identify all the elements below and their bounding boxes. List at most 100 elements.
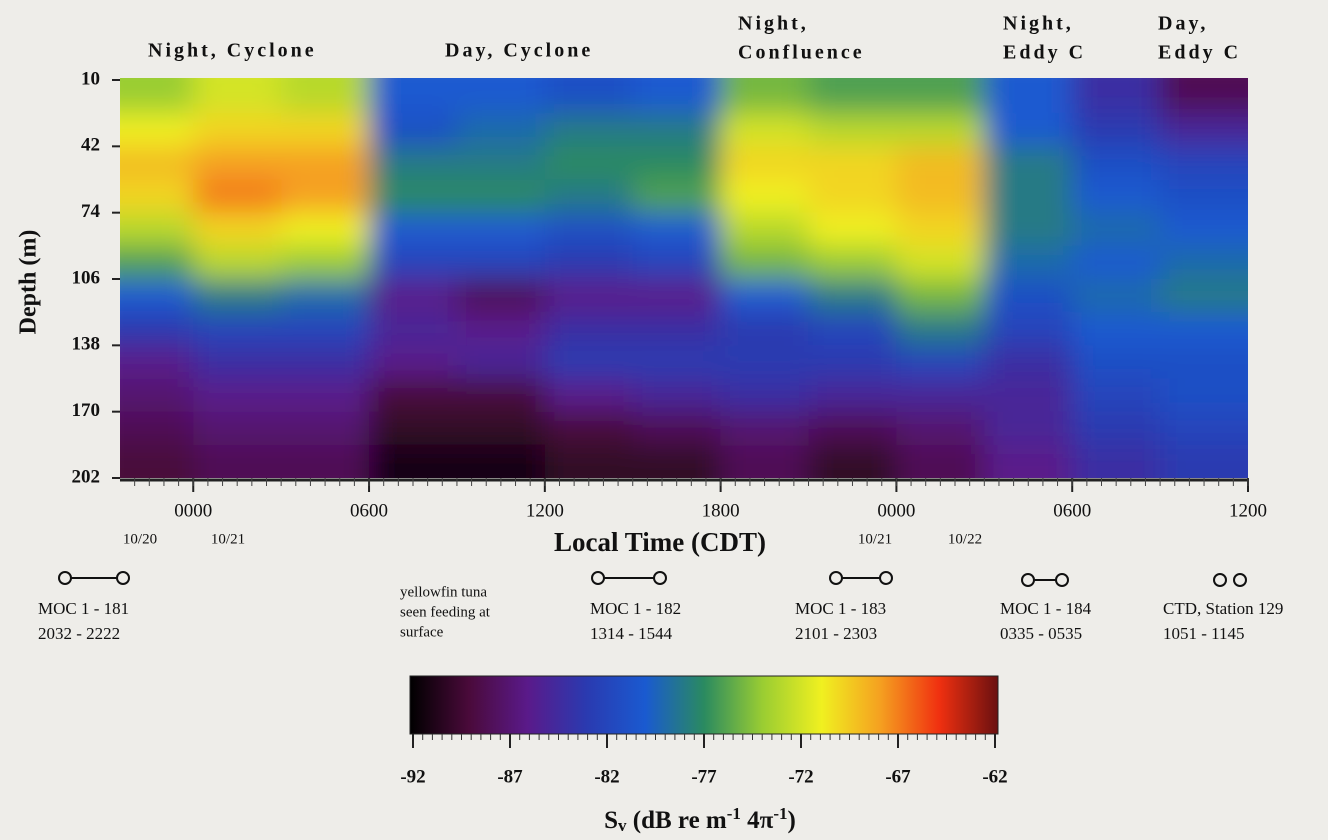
heatmap-cell	[544, 78, 634, 115]
heatmap-cell	[281, 312, 371, 347]
heatmap-cell	[193, 312, 283, 347]
heatmap-cell	[369, 212, 458, 247]
heatmap-cell	[632, 212, 722, 247]
heatmap-cell	[456, 113, 546, 148]
annotation: 0335 - 0535	[1000, 624, 1082, 643]
heatmap-cell	[1072, 179, 1162, 214]
heatmap-cell	[1072, 78, 1162, 115]
x-tick-label: 1200	[1229, 500, 1267, 521]
x-tick-label: 1800	[702, 500, 740, 521]
heatmap-cell	[456, 345, 546, 380]
heatmap-cell	[808, 378, 898, 413]
heatmap	[120, 78, 1248, 478]
heatmap-cell	[632, 78, 722, 115]
heatmap-cell	[720, 245, 810, 280]
heatmap-cell	[808, 444, 898, 478]
heatmap-cell	[896, 179, 986, 214]
heatmap-cell	[456, 312, 546, 347]
heatmap-cell	[1160, 113, 1248, 148]
heatmap-cell	[896, 279, 986, 314]
heatmap-cell	[544, 279, 634, 314]
heatmap-cell	[544, 146, 634, 181]
heatmap-cell	[1072, 411, 1162, 446]
heatmap-cell	[984, 245, 1074, 280]
heatmap-cell	[632, 113, 722, 148]
heatmap-cell	[544, 212, 634, 247]
heatmap-cell	[369, 245, 458, 280]
heatmap-cell	[720, 411, 810, 446]
heatmap-cell	[456, 411, 546, 446]
date-label: 10/21	[858, 531, 892, 547]
heatmap-cell	[1160, 411, 1248, 446]
colorbar-title-part: )	[788, 807, 796, 834]
colorbar-title: Sv (dB re m-1 4π-1)	[604, 804, 796, 835]
heatmap-cell	[281, 279, 371, 314]
y-axis-title: Depth (m)	[16, 230, 42, 335]
heatmap-cell	[369, 279, 458, 314]
heatmap-cell	[544, 113, 634, 148]
annotation: 2101 - 2303	[795, 624, 877, 643]
y-tick-label: 74	[81, 201, 101, 222]
heatmap-cell	[720, 179, 810, 214]
heatmap-cell	[1072, 212, 1162, 247]
heatmap-cell	[281, 444, 371, 478]
heatmap-cell	[120, 345, 195, 380]
period-label: Night,	[738, 13, 809, 35]
heatmap-cell	[1160, 444, 1248, 478]
heatmap-cell	[456, 78, 546, 115]
heatmap-cell	[544, 345, 634, 380]
heatmap-cell	[281, 378, 371, 413]
heatmap-cell	[720, 312, 810, 347]
heatmap-cell	[544, 245, 634, 280]
colorbar-title-part: -1	[773, 804, 787, 823]
heatmap-cell	[984, 312, 1074, 347]
heatmap-cell	[544, 411, 634, 446]
heatmap-cell	[896, 378, 986, 413]
heatmap-cell	[120, 146, 195, 181]
heatmap-cell	[456, 146, 546, 181]
heatmap-cell	[808, 146, 898, 181]
annotation: 2032 - 2222	[38, 624, 120, 643]
heatmap-cell	[1160, 279, 1248, 314]
colorbar	[409, 675, 999, 735]
heatmap-cell	[896, 444, 986, 478]
annotation: MOC 1 - 181	[38, 599, 129, 618]
heatmap-cell	[808, 411, 898, 446]
date-label: 10/22	[948, 531, 982, 547]
heatmap-cell	[369, 312, 458, 347]
colorbar-tick-label: -92	[400, 766, 425, 787]
heatmap-cell	[281, 146, 371, 181]
heatmap-cell	[808, 212, 898, 247]
heatmap-cell	[896, 212, 986, 247]
period-label: Day,	[1158, 13, 1208, 35]
heatmap-cell	[281, 245, 371, 280]
heatmap-cell	[456, 444, 546, 478]
heatmap-cell	[984, 78, 1074, 115]
annotation: seen feeding at	[400, 604, 491, 620]
heatmap-cell	[808, 345, 898, 380]
period-label: Confluence	[738, 42, 865, 64]
period-label: Night,	[1003, 13, 1074, 35]
x-tick-label: 1200	[526, 500, 564, 521]
heatmap-cell	[281, 179, 371, 214]
heatmap-cell	[896, 411, 986, 446]
heatmap-cell	[632, 245, 722, 280]
heatmap-cell	[632, 378, 722, 413]
heatmap-cell	[632, 345, 722, 380]
heatmap-cell	[544, 312, 634, 347]
heatmap-cell	[720, 345, 810, 380]
heatmap-cell	[456, 245, 546, 280]
y-tick-label: 106	[72, 267, 101, 288]
heatmap-cell	[1072, 113, 1162, 148]
heatmap-cell	[281, 212, 371, 247]
heatmap-cell	[120, 78, 195, 115]
heatmap-cell	[1072, 312, 1162, 347]
y-tick-label: 10	[81, 68, 100, 89]
colorbar-tick-label: -67	[885, 766, 911, 787]
heatmap-cell	[369, 113, 458, 148]
heatmap-cell	[193, 113, 283, 148]
colorbar-title-part: v	[618, 816, 627, 835]
heatmap-cell	[544, 378, 634, 413]
